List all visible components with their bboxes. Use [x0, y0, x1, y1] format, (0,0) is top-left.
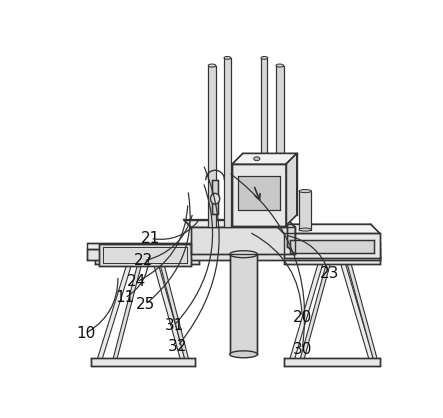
- Polygon shape: [224, 58, 230, 227]
- Polygon shape: [274, 224, 380, 233]
- Polygon shape: [212, 179, 218, 214]
- Polygon shape: [238, 176, 280, 210]
- Text: 31: 31: [164, 318, 184, 333]
- Ellipse shape: [299, 189, 311, 193]
- Text: 30: 30: [292, 342, 312, 357]
- Text: 21: 21: [141, 231, 160, 246]
- Polygon shape: [276, 66, 284, 227]
- Polygon shape: [286, 153, 297, 226]
- Polygon shape: [95, 257, 199, 264]
- Polygon shape: [87, 243, 380, 249]
- Polygon shape: [91, 358, 195, 366]
- Polygon shape: [284, 233, 380, 258]
- Text: 10: 10: [76, 326, 95, 341]
- Polygon shape: [87, 249, 380, 260]
- Ellipse shape: [230, 251, 257, 257]
- Text: 22: 22: [134, 253, 153, 268]
- Ellipse shape: [224, 56, 231, 59]
- Polygon shape: [284, 358, 380, 366]
- Polygon shape: [339, 257, 374, 363]
- Polygon shape: [191, 227, 295, 254]
- Polygon shape: [232, 153, 297, 164]
- Polygon shape: [99, 244, 191, 266]
- Polygon shape: [152, 257, 186, 363]
- Polygon shape: [284, 257, 380, 264]
- Polygon shape: [230, 254, 257, 354]
- Polygon shape: [183, 219, 295, 227]
- Polygon shape: [299, 257, 332, 362]
- Text: 20: 20: [292, 310, 312, 325]
- Ellipse shape: [276, 64, 284, 67]
- Ellipse shape: [210, 194, 220, 204]
- Ellipse shape: [254, 157, 260, 161]
- Polygon shape: [289, 257, 324, 363]
- Polygon shape: [261, 58, 268, 227]
- Text: 11: 11: [115, 291, 134, 306]
- Text: 24: 24: [127, 274, 146, 289]
- Polygon shape: [346, 257, 378, 362]
- Polygon shape: [232, 164, 286, 226]
- Polygon shape: [288, 219, 295, 254]
- Polygon shape: [299, 191, 311, 229]
- Polygon shape: [97, 257, 133, 363]
- Ellipse shape: [299, 228, 311, 231]
- Polygon shape: [290, 240, 374, 253]
- Text: 25: 25: [136, 297, 155, 312]
- Ellipse shape: [230, 351, 257, 358]
- Polygon shape: [113, 257, 143, 362]
- Ellipse shape: [261, 56, 268, 59]
- Text: 23: 23: [320, 266, 339, 281]
- Text: 32: 32: [168, 339, 187, 354]
- Ellipse shape: [208, 64, 216, 67]
- Polygon shape: [208, 66, 216, 227]
- Polygon shape: [159, 257, 189, 362]
